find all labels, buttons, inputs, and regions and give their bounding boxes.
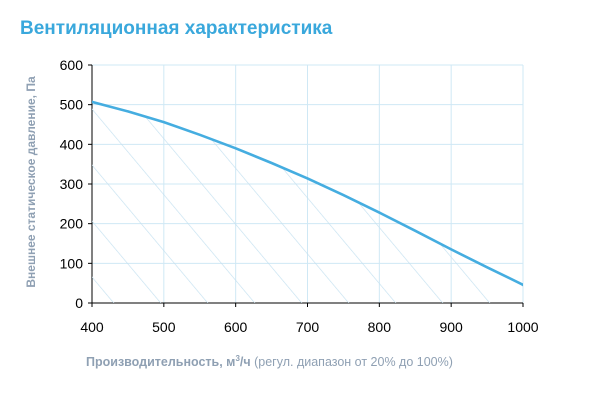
y-axis-label: Внешнее статическое давление, Па — [24, 76, 38, 288]
y-tick-label: 500 — [60, 97, 84, 113]
y-tick-label: 600 — [60, 57, 84, 73]
y-tick-label: 200 — [60, 216, 84, 232]
y-tick-label: 100 — [60, 255, 84, 271]
operating-range-area — [92, 101, 523, 303]
fan-curve-line — [92, 100, 523, 287]
x-tick-label: 700 — [296, 319, 320, 335]
x-axis-label-sup: 3 — [235, 354, 240, 363]
x-tick-label: 500 — [152, 319, 176, 335]
tick-labels: 0 100 200 300 400 500 600 400 500 600 700 800 900 100… — [60, 57, 539, 335]
x-axis-label: Производительность, м3/ч (регул. диапазо… — [86, 354, 453, 369]
y-tick-label: 300 — [60, 176, 84, 192]
x-axis-label-main: Производительность, м — [86, 355, 236, 370]
x-tick-label: 900 — [439, 319, 463, 335]
y-tick-label: 0 — [75, 295, 83, 311]
x-axis-label-unit: /ч — [239, 355, 251, 370]
x-tick-label: 800 — [368, 319, 392, 335]
x-axis-label-note: (регул. диапазон от 20% до 100%) — [254, 355, 453, 370]
x-tick-label: 600 — [224, 319, 248, 335]
y-tick-label: 400 — [60, 136, 84, 152]
x-tick-label: 400 — [80, 319, 104, 335]
x-tick-label: 1000 — [507, 319, 538, 335]
chart-title: Вентиляционная характеристика — [20, 18, 333, 39]
